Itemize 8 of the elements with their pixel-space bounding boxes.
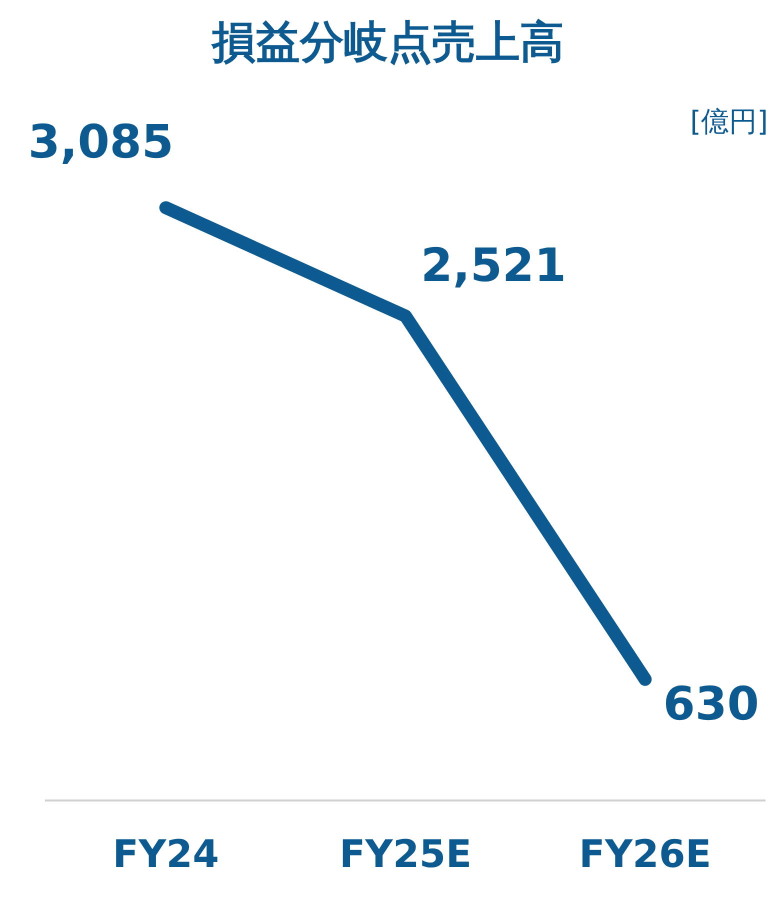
- x-tick-label: FY26E: [579, 832, 712, 876]
- x-tick-label: FY24: [112, 832, 220, 876]
- chart-title: 損益分岐点売上高: [210, 16, 565, 70]
- x-tick-label: FY25E: [339, 832, 472, 876]
- data-label: 630: [663, 676, 760, 730]
- data-label: 2,521: [420, 238, 566, 292]
- data-label: 3,085: [28, 114, 174, 169]
- text: [億円]: [690, 104, 768, 140]
